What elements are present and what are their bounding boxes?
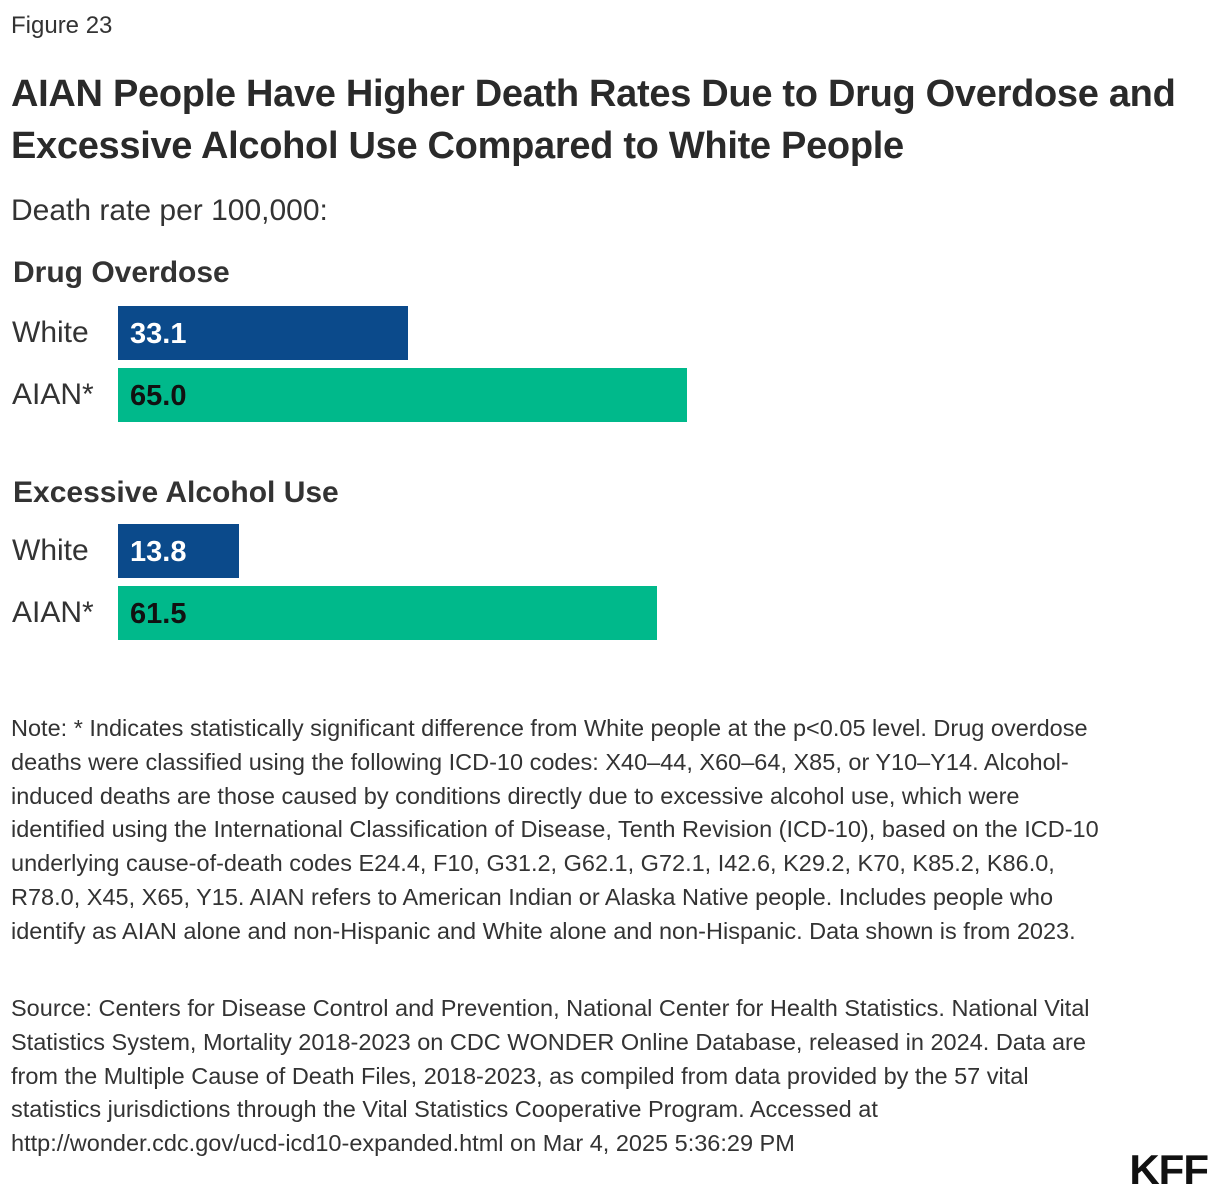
bar-drug-aian: 65.0	[118, 368, 687, 422]
chart-note: Note: * Indicates statistically signific…	[11, 715, 1099, 944]
row-label-alcohol-white: White	[12, 534, 89, 567]
group-title-drug-overdose: Drug Overdose	[13, 256, 230, 289]
bar-alcohol-aian: 61.5	[118, 586, 657, 640]
chart-source: Source: Centers for Disease Control and …	[11, 995, 1090, 1157]
bar-alcohol-white: 13.8	[118, 524, 239, 578]
row-label-drug-aian: AIAN*	[12, 378, 94, 411]
chart-title: AIAN People Have Higher Death Rates Due …	[11, 73, 1176, 167]
bar-value-drug-aian: 65.0	[130, 380, 187, 412]
chart-subtitle: Death rate per 100,000:	[11, 194, 328, 227]
bar-value-alcohol-white: 13.8	[130, 536, 187, 568]
figure-label: Figure 23	[11, 12, 113, 39]
bar-drug-white: 33.1	[118, 306, 408, 360]
row-label-drug-white: White	[12, 316, 89, 349]
bar-value-alcohol-aian: 61.5	[130, 598, 187, 630]
bar-value-drug-white: 33.1	[130, 318, 187, 350]
group-title-excessive-alcohol: Excessive Alcohol Use	[13, 476, 339, 509]
row-label-alcohol-aian: AIAN*	[12, 596, 94, 629]
kff-logo: KFF	[1129, 1146, 1209, 1193]
